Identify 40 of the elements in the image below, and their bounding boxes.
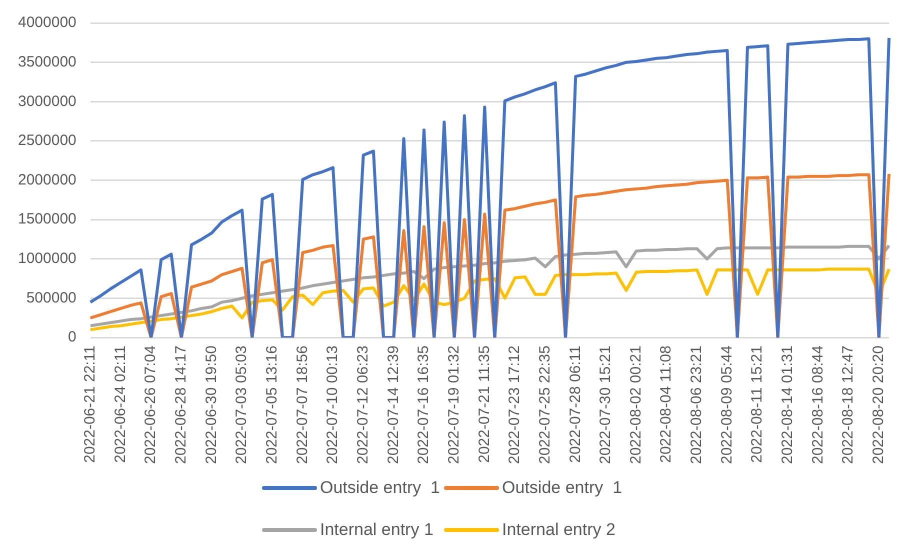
x-tick-label: 2022-07-14 12:39 bbox=[384, 346, 402, 464]
legend-label: Internal entry 1 bbox=[320, 520, 434, 540]
y-tick-label: 2500000 bbox=[18, 132, 76, 150]
x-tick-label: 2022-07-23 17:12 bbox=[506, 346, 524, 464]
x-tick-label: 2022-06-26 07:04 bbox=[142, 346, 160, 464]
x-tick-label: 2022-07-25 22:35 bbox=[536, 346, 554, 464]
x-tick-label: 2022-08-04 11:08 bbox=[658, 346, 675, 463]
y-tick-label: 0 bbox=[68, 328, 76, 346]
x-tick-label: 2022-08-11 15:21 bbox=[748, 346, 766, 463]
x-tick-label: 2022-07-28 06:11 bbox=[566, 346, 584, 463]
x-tick-label: 2022-07-05 13:16 bbox=[263, 346, 280, 464]
legend-label: Outside entry 1 bbox=[502, 478, 622, 498]
y-tick-label: 1000000 bbox=[18, 250, 76, 268]
x-tick-label: 2022-06-28 14:17 bbox=[172, 346, 190, 464]
y-tick-label: 4000000 bbox=[18, 14, 76, 32]
x-tick-label: 2022-06-24 02:11 bbox=[112, 346, 129, 463]
x-tick-label: 2022-08-20 20:20 bbox=[870, 346, 888, 464]
x-tick-label: 2022-08-18 12:47 bbox=[840, 346, 857, 464]
x-tick-label: 2022-08-02 00:21 bbox=[627, 346, 644, 464]
x-tick-label: 2022-07-07 18:56 bbox=[294, 346, 311, 464]
y-tick-label: 3500000 bbox=[18, 53, 76, 70]
x-tick-label: 2022-07-19 01:32 bbox=[445, 346, 462, 464]
x-tick-label: 2022-07-16 16:35 bbox=[415, 346, 432, 464]
y-tick-label: 3000000 bbox=[18, 92, 76, 110]
legend-label: Outside entry 1 bbox=[320, 478, 440, 498]
x-tick-label: 2022-07-30 15:21 bbox=[597, 346, 614, 464]
x-tick-label: 2022-07-21 11:35 bbox=[476, 346, 493, 463]
x-tick-label: 2022-07-12 06:23 bbox=[354, 346, 372, 464]
y-tick-label: 500000 bbox=[26, 289, 76, 306]
x-tick-label: 2022-08-06 23:21 bbox=[688, 346, 706, 464]
x-tick-label: 2022-07-10 00:13 bbox=[324, 346, 342, 464]
x-tick-label: 2022-06-30 19:50 bbox=[202, 346, 220, 464]
x-tick-label: 2022-08-16 08:44 bbox=[809, 346, 826, 464]
x-tick-label: 2022-06-21 22:11 bbox=[82, 346, 99, 463]
legend-label: Internal entry 2 bbox=[502, 520, 616, 540]
y-tick-label: 2000000 bbox=[18, 171, 76, 188]
x-tick-label: 2022-07-03 05:03 bbox=[233, 346, 250, 464]
y-tick-label: 1500000 bbox=[18, 210, 76, 228]
x-tick-label: 2022-08-09 05:44 bbox=[718, 346, 736, 464]
x-tick-label: 2022-08-14 01:31 bbox=[779, 346, 796, 464]
